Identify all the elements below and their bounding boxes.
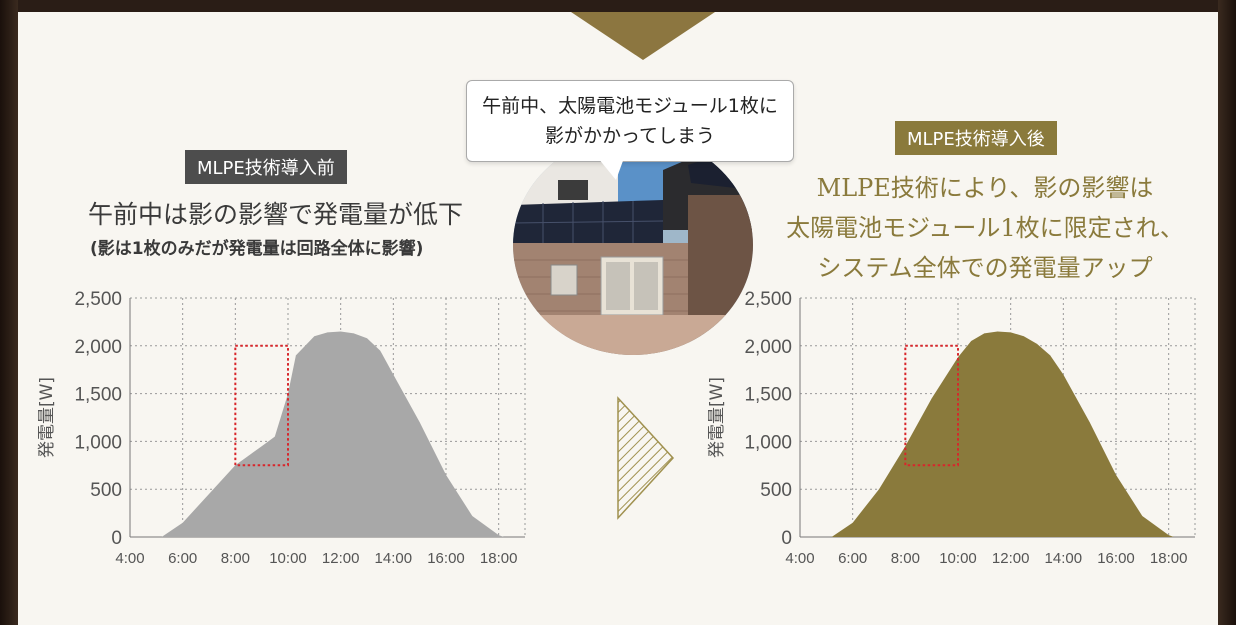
x-tick-label: 4:00 (115, 550, 144, 567)
x-tick-label: 12:00 (322, 550, 360, 567)
background-frame-left (0, 0, 18, 625)
x-tick-label: 14:00 (375, 550, 413, 567)
background-frame-right (1218, 0, 1236, 625)
y-tick-label: 1,000 (744, 432, 792, 453)
y-tick-label: 2,500 (74, 289, 122, 310)
callout-line-2: 影がかかってしまう (544, 125, 716, 147)
y-axis-label: 発電量[W] (37, 377, 57, 458)
x-tick-label: 18:00 (1150, 550, 1188, 567)
y-tick-label: 2,000 (744, 337, 792, 358)
x-tick-label: 10:00 (269, 550, 307, 567)
x-tick-label: 8:00 (891, 550, 920, 567)
x-tick-label: 18:00 (480, 550, 518, 567)
y-tick-label: 1,000 (74, 432, 122, 453)
y-tick-label: 2,500 (744, 289, 792, 310)
x-tick-label: 4:00 (785, 550, 814, 567)
y-tick-label: 0 (111, 528, 122, 549)
y-tick-label: 2,000 (74, 337, 122, 358)
after-badge: MLPE技術導入後 (895, 121, 1057, 155)
before-subtitle: (影は1枚のみだが発電量は回路全体に影響) (90, 239, 424, 259)
after-line-3: システム全体での発電量アップ (817, 254, 1153, 282)
y-tick-label: 1,500 (744, 385, 792, 406)
callout-bubble: 午前中、太陽電池モジュール1枚に 影がかかってしまう (466, 80, 794, 162)
x-tick-label: 16:00 (427, 550, 465, 567)
x-tick-label: 6:00 (168, 550, 197, 567)
after-line-2: 太陽電池モジュール1枚に限定され、 (786, 214, 1184, 242)
x-tick-label: 14:00 (1045, 550, 1083, 567)
hatched-arrow-icon (617, 396, 675, 520)
highlight-box (234, 344, 289, 467)
callout-tail (598, 158, 624, 180)
chart-after: 0 500 1,000 1,500 2,000 2,500 4:00 6:00 8:00 10:0… (707, 289, 1196, 567)
highlight-box (904, 344, 959, 467)
x-tick-label: 10:00 (939, 550, 977, 567)
chart-before: 0 500 1,000 1,500 2,000 2,500 4:00 6:00 8:00 10:0… (37, 289, 526, 567)
x-tick-label: 6:00 (838, 550, 867, 567)
x-tick-label: 12:00 (992, 550, 1030, 567)
area-series (161, 331, 504, 537)
before-badge: MLPE技術導入前 (185, 150, 347, 184)
x-tick-label: 16:00 (1097, 550, 1135, 567)
area-series (831, 331, 1174, 537)
before-title: 午前中は影の影響で発電量が低下 (88, 200, 464, 229)
after-line-1: MLPE技術により、影の影響は (816, 174, 1154, 202)
y-tick-label: 500 (760, 480, 792, 501)
callout-line-1: 午前中、太陽電池モジュール1枚に (482, 95, 778, 117)
y-axis-label: 発電量[W] (707, 377, 727, 458)
x-tick-label: 8:00 (221, 550, 250, 567)
y-tick-label: 1,500 (74, 385, 122, 406)
y-tick-label: 500 (90, 480, 122, 501)
top-arrow-notch (571, 12, 715, 60)
y-tick-label: 0 (781, 528, 792, 549)
